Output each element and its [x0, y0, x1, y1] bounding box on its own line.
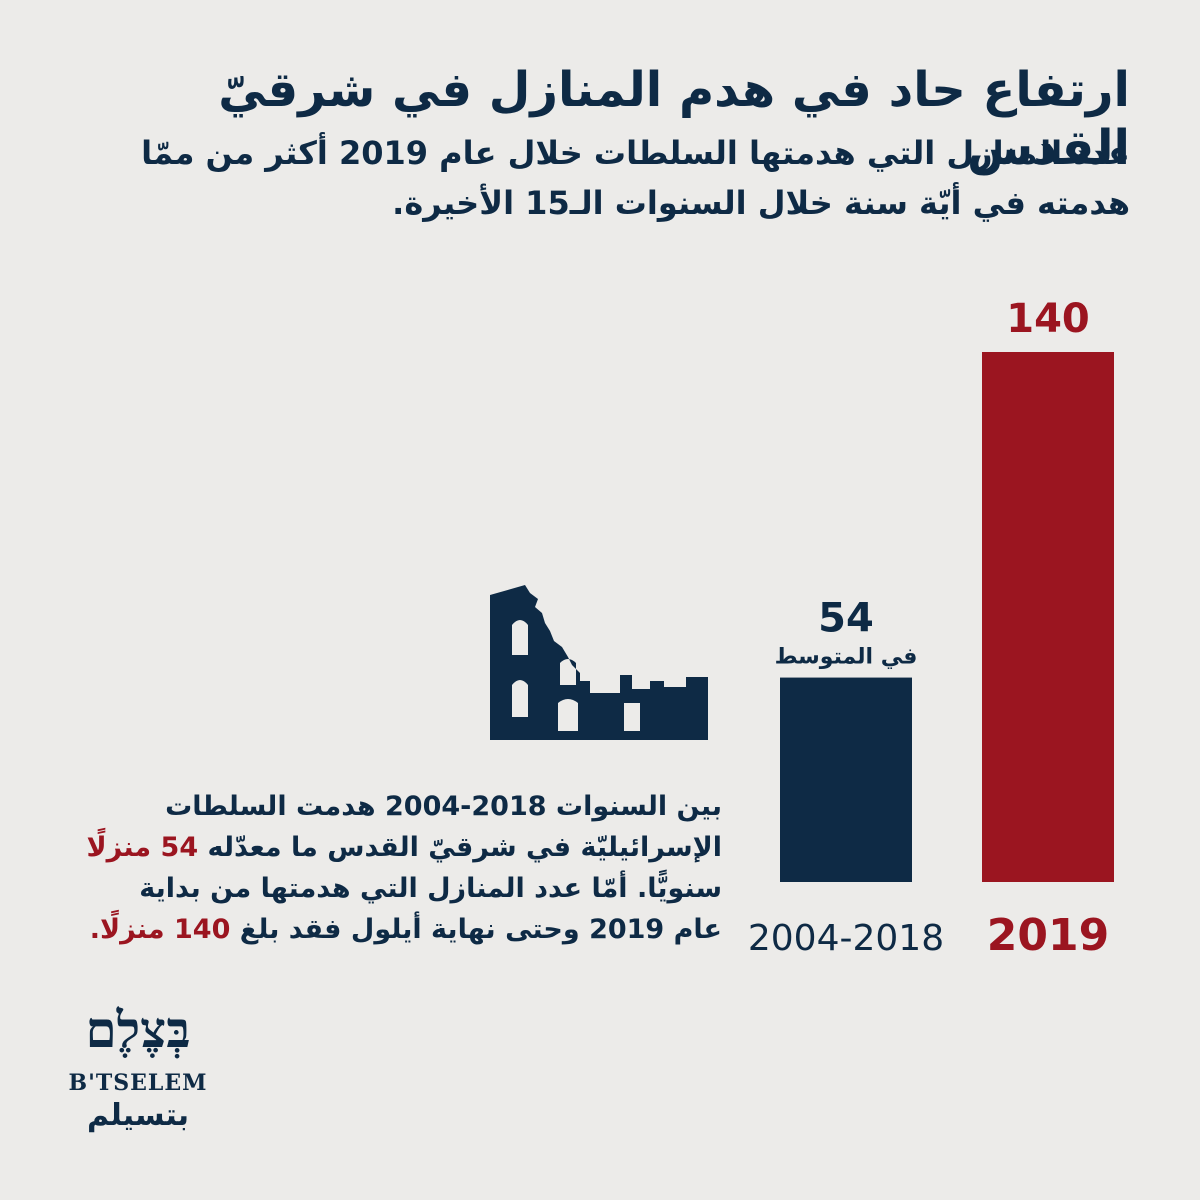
note-highlight-2019: 140 منزلًا. [89, 914, 231, 945]
subtitle-line-2: هدمته في أيّة سنة خلال السنوات الـ15 الأ… [392, 184, 1130, 222]
ruined-building-icon [490, 585, 708, 740]
note-line-3: سنويًّا. أمّا عدد المنازل التي هدمتها من… [139, 873, 722, 904]
bar-sublabel: في المتوسط [775, 645, 918, 670]
note-line-1: بين السنوات 2018-2004 هدمت السلطات [165, 791, 722, 822]
page-subtitle: عدد المنازل التي هدمتها السلطات خلال عام… [70, 128, 1130, 228]
category-label: 2004-2018 [748, 918, 944, 959]
logo-arabic: بتسيلم [86, 1098, 190, 1133]
bar-2019 [982, 352, 1114, 882]
bar-value-label: 54 [818, 596, 874, 642]
logo-hebrew: בְּצֶלֶם [85, 1000, 191, 1059]
annotation-text: بين السنوات 2018-2004 هدمت السلطات الإسر… [82, 786, 722, 950]
btselem-logo: בְּצֶלֶם B'TSELEM بتسيلم [55, 1000, 225, 1150]
note-highlight-average: 54 منزلًا [86, 832, 199, 863]
bar-value-label: 140 [1006, 296, 1090, 342]
page-title: ارتفاع حاد في هدم المنازل في شرقيّ القدس [218, 62, 1130, 176]
note-line-2: الإسرائيليّة في شرقيّ القدس ما معدّله 54… [82, 827, 722, 868]
logo-latin: B'TSELEM [68, 1070, 208, 1096]
note-line-4-text: عام 2019 وحتى نهاية أيلول فقد بلغ [230, 914, 722, 945]
bar-2004-2018 [780, 677, 912, 882]
subtitle-line-1: عدد المنازل التي هدمتها السلطات خلال عام… [141, 134, 1130, 172]
category-label: 2019 [987, 910, 1109, 961]
note-line-4: عام 2019 وحتى نهاية أيلول فقد بلغ 140 من… [82, 909, 722, 950]
note-line-2-text: الإسرائيليّة في شرقيّ القدس ما معدّله [198, 832, 723, 863]
